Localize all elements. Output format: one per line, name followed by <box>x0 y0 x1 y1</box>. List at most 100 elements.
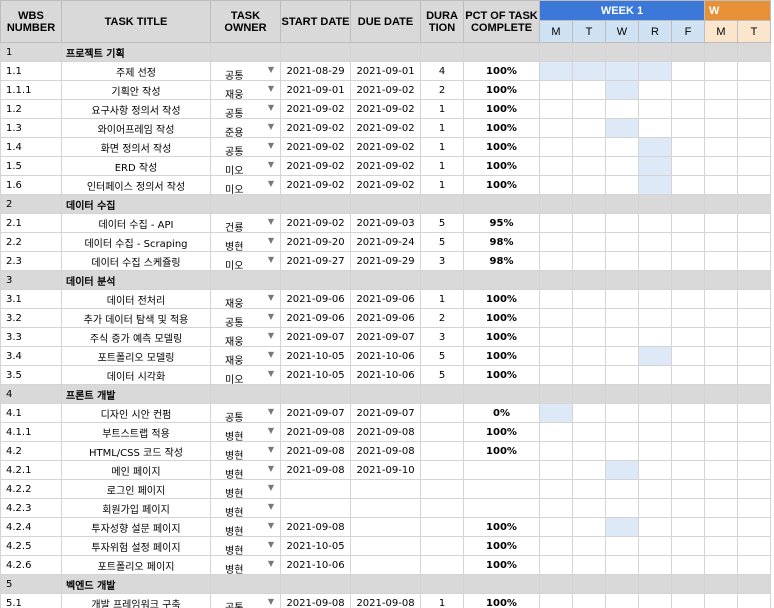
task-title-cell[interactable]: 투자성향 설문 페이지 <box>61 517 211 537</box>
gantt-cell[interactable] <box>539 422 573 442</box>
task-owner-dropdown[interactable]: 건룡 ▼ <box>210 213 281 233</box>
header-pct-complete[interactable]: PCT OF TASK COMPLETE <box>463 0 540 43</box>
task-title-cell[interactable]: 요구사항 정의서 작성 <box>61 99 211 119</box>
empty-cell[interactable] <box>350 574 421 594</box>
gantt-cell[interactable] <box>539 574 573 594</box>
task-title-cell[interactable]: 프로젝트 기획 <box>61 42 211 62</box>
duration-cell[interactable] <box>420 403 464 423</box>
gantt-cell[interactable] <box>737 42 771 62</box>
gantt-cell[interactable] <box>539 517 573 537</box>
task-title-cell[interactable]: 메인 페이지 <box>61 460 211 480</box>
duration-cell[interactable] <box>420 536 464 556</box>
header-week-1[interactable]: WEEK 1 <box>539 0 705 21</box>
gantt-cell[interactable] <box>671 308 705 328</box>
gantt-cell[interactable] <box>539 175 573 195</box>
empty-cell[interactable] <box>280 194 351 214</box>
pct-complete-cell[interactable]: 98% <box>463 251 540 271</box>
start-date-cell[interactable]: 2021-09-02 <box>280 156 351 176</box>
dropdown-arrow-icon[interactable]: ▼ <box>267 540 274 549</box>
gantt-cell[interactable] <box>737 289 771 309</box>
task-title-cell[interactable]: 인터페이스 정의서 작성 <box>61 175 211 195</box>
duration-cell[interactable]: 1 <box>420 289 464 309</box>
gantt-cell[interactable] <box>671 403 705 423</box>
gantt-cell[interactable] <box>638 61 672 81</box>
gantt-cell[interactable] <box>539 156 573 176</box>
duration-cell[interactable]: 4 <box>420 61 464 81</box>
gantt-cell[interactable] <box>671 593 705 608</box>
empty-cell[interactable] <box>463 194 540 214</box>
empty-cell[interactable] <box>350 384 421 404</box>
duration-cell[interactable]: 1 <box>420 593 464 608</box>
gantt-cell[interactable] <box>572 460 606 480</box>
task-owner-dropdown[interactable]: 병현 ▼ <box>210 479 281 499</box>
pct-complete-cell[interactable]: 98% <box>463 232 540 252</box>
gantt-cell[interactable] <box>671 61 705 81</box>
gantt-cell[interactable] <box>704 80 738 100</box>
gantt-cell[interactable] <box>605 365 639 385</box>
empty-cell[interactable] <box>210 384 281 404</box>
gantt-cell[interactable] <box>671 194 705 214</box>
gantt-cell[interactable] <box>671 251 705 271</box>
gantt-cell[interactable] <box>572 422 606 442</box>
day-header-mon-week-2[interactable]: M <box>704 20 738 43</box>
gantt-cell[interactable] <box>572 137 606 157</box>
task-title-cell[interactable]: 프론트 개발 <box>61 384 211 404</box>
gantt-cell[interactable] <box>539 403 573 423</box>
due-date-cell[interactable]: 2021-09-02 <box>350 99 421 119</box>
task-title-cell[interactable]: 데이터 수집 - Scraping <box>61 232 211 252</box>
gantt-cell[interactable] <box>539 536 573 556</box>
pct-complete-cell[interactable]: 100% <box>463 422 540 442</box>
dropdown-arrow-icon[interactable]: ▼ <box>267 559 274 568</box>
start-date-cell[interactable] <box>280 479 351 499</box>
wbs-number-cell[interactable]: 1.2 <box>0 99 62 119</box>
start-date-cell[interactable]: 2021-09-08 <box>280 441 351 461</box>
wbs-number-cell[interactable]: 3.3 <box>0 327 62 347</box>
due-date-cell[interactable]: 2021-09-29 <box>350 251 421 271</box>
gantt-cell[interactable] <box>605 61 639 81</box>
duration-cell[interactable]: 1 <box>420 137 464 157</box>
header-task-title[interactable]: TASK TITLE <box>61 0 211 43</box>
gantt-cell[interactable] <box>671 574 705 594</box>
task-owner-dropdown[interactable]: 병현 ▼ <box>210 441 281 461</box>
gantt-cell[interactable] <box>638 517 672 537</box>
task-title-cell[interactable]: 포트폴리오 페이지 <box>61 555 211 575</box>
duration-cell[interactable]: 1 <box>420 156 464 176</box>
gantt-cell[interactable] <box>638 251 672 271</box>
pct-complete-cell[interactable]: 100% <box>463 289 540 309</box>
duration-cell[interactable] <box>420 460 464 480</box>
dropdown-arrow-icon[interactable]: ▼ <box>267 84 274 93</box>
gantt-cell[interactable] <box>704 194 738 214</box>
task-owner-dropdown[interactable]: 재웅 ▼ <box>210 327 281 347</box>
task-title-cell[interactable]: 디자인 시안 컨펌 <box>61 403 211 423</box>
pct-complete-cell[interactable]: 100% <box>463 593 540 608</box>
gantt-cell[interactable] <box>572 118 606 138</box>
duration-cell[interactable] <box>420 441 464 461</box>
gantt-cell[interactable] <box>638 156 672 176</box>
due-date-cell[interactable]: 2021-09-02 <box>350 118 421 138</box>
start-date-cell[interactable]: 2021-09-07 <box>280 327 351 347</box>
gantt-cell[interactable] <box>704 118 738 138</box>
pct-complete-cell[interactable] <box>463 479 540 499</box>
due-date-cell[interactable] <box>350 517 421 537</box>
wbs-number-cell[interactable]: 3.1 <box>0 289 62 309</box>
gantt-cell[interactable] <box>704 327 738 347</box>
wbs-number-cell[interactable]: 4.2.5 <box>0 536 62 556</box>
header-week-2[interactable]: W <box>704 0 771 21</box>
gantt-cell[interactable] <box>572 327 606 347</box>
wbs-number-cell[interactable]: 1.4 <box>0 137 62 157</box>
gantt-cell[interactable] <box>638 498 672 518</box>
wbs-number-cell[interactable]: 1.1.1 <box>0 80 62 100</box>
gantt-cell[interactable] <box>638 308 672 328</box>
dropdown-arrow-icon[interactable]: ▼ <box>267 407 274 416</box>
dropdown-arrow-icon[interactable]: ▼ <box>267 464 274 473</box>
start-date-cell[interactable]: 2021-09-02 <box>280 137 351 157</box>
gantt-cell[interactable] <box>737 346 771 366</box>
dropdown-arrow-icon[interactable]: ▼ <box>267 331 274 340</box>
due-date-cell[interactable]: 2021-09-02 <box>350 175 421 195</box>
gantt-cell[interactable] <box>704 289 738 309</box>
gantt-cell[interactable] <box>605 137 639 157</box>
gantt-cell[interactable] <box>572 536 606 556</box>
duration-cell[interactable]: 2 <box>420 80 464 100</box>
duration-cell[interactable] <box>420 498 464 518</box>
pct-complete-cell[interactable]: 100% <box>463 346 540 366</box>
